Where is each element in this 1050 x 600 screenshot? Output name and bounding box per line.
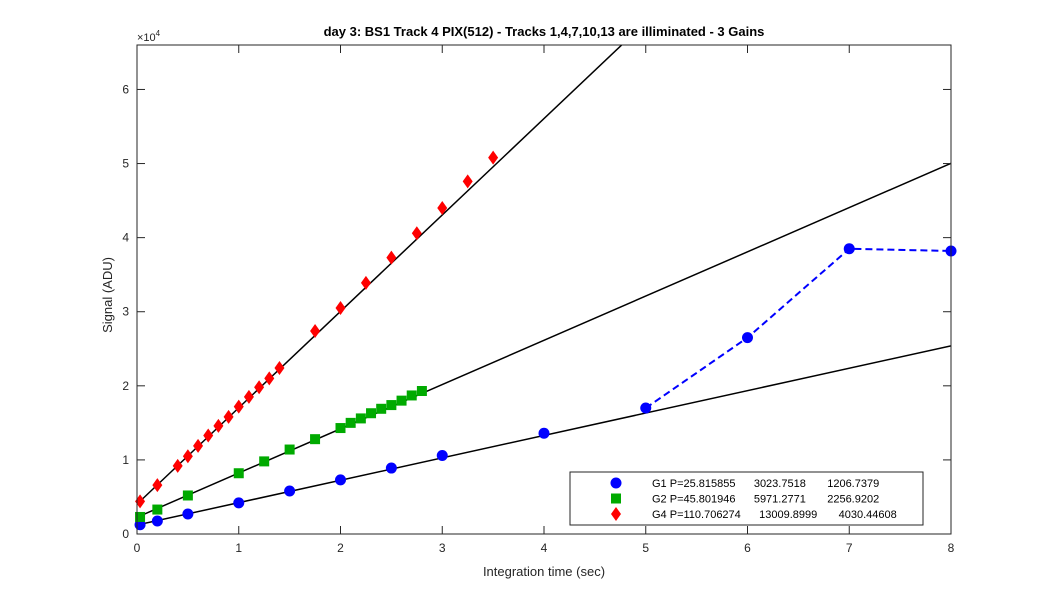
data-point bbox=[233, 399, 244, 414]
data-point bbox=[538, 427, 550, 439]
data-point bbox=[335, 301, 346, 316]
y-axis-exponent: ×104 bbox=[137, 29, 161, 44]
plot-data bbox=[137, 45, 951, 526]
data-point bbox=[233, 468, 244, 479]
data-point bbox=[376, 403, 387, 414]
data-point bbox=[284, 444, 295, 455]
data-point bbox=[213, 418, 224, 433]
series-3 bbox=[135, 150, 499, 509]
y-tick-label: 6 bbox=[122, 82, 129, 96]
data-point bbox=[182, 449, 193, 464]
data-point bbox=[462, 174, 473, 189]
data-point bbox=[742, 332, 753, 344]
data-point bbox=[366, 408, 377, 419]
data-point bbox=[335, 474, 346, 486]
y-tick-label: 2 bbox=[122, 379, 129, 393]
data-point bbox=[203, 428, 214, 443]
x-tick-label: 0 bbox=[134, 541, 141, 555]
data-point bbox=[385, 462, 397, 474]
data-point bbox=[843, 243, 855, 255]
plot-background bbox=[137, 45, 951, 534]
legend-box bbox=[569, 471, 924, 526]
x-tick-label: 6 bbox=[744, 541, 751, 555]
data-point bbox=[436, 449, 448, 461]
data-point bbox=[243, 389, 254, 404]
y-tick-label: 5 bbox=[122, 157, 129, 171]
data-point bbox=[152, 478, 163, 493]
data-point bbox=[488, 150, 499, 165]
series-1 bbox=[134, 243, 957, 531]
fit-line-g4 bbox=[137, 45, 623, 505]
data-point bbox=[152, 504, 163, 515]
legend: G1 P=25.815855 3023.7518 1206.7379 G2 P=4… bbox=[569, 471, 924, 526]
x-tick-label: 2 bbox=[337, 541, 344, 555]
data-point bbox=[640, 402, 652, 414]
data-point bbox=[264, 371, 275, 386]
data-point bbox=[335, 423, 346, 434]
x-tick-label: 3 bbox=[439, 541, 446, 555]
data-point bbox=[193, 438, 204, 453]
y-tick-label: 4 bbox=[122, 231, 129, 245]
data-point bbox=[310, 434, 321, 445]
data-point bbox=[233, 497, 245, 509]
data-point bbox=[386, 400, 397, 411]
data-point bbox=[406, 390, 417, 401]
data-point bbox=[172, 458, 183, 473]
y-tick-label: 1 bbox=[122, 453, 129, 467]
legend-entry: G2 P=45.801946 5971.2771 2256.9202 bbox=[611, 493, 879, 506]
data-point bbox=[360, 275, 371, 290]
data-point bbox=[355, 413, 366, 424]
data-point bbox=[386, 250, 397, 265]
y-exponent-power: 4 bbox=[156, 29, 161, 38]
data-point bbox=[182, 490, 193, 501]
data-point bbox=[274, 361, 285, 376]
legend-marker bbox=[611, 493, 621, 504]
data-point bbox=[284, 485, 296, 497]
plot-area: 0 1 2 3 4 5 6 7 8 0 1 2 3 4 5 6 bbox=[122, 44, 957, 555]
legend-label: G1 P=25.815855 3023.7518 1206.7379 bbox=[652, 478, 879, 490]
data-point bbox=[223, 409, 234, 424]
data-point bbox=[310, 323, 321, 338]
x-tick-label: 7 bbox=[846, 541, 853, 555]
data-point bbox=[151, 515, 163, 527]
x-axis-label: Integration time (sec) bbox=[483, 564, 605, 579]
legend-marker bbox=[610, 477, 622, 489]
x-tick-label: 5 bbox=[642, 541, 649, 555]
data-point bbox=[437, 201, 448, 215]
y-axis-label: Signal (ADU) bbox=[100, 257, 115, 333]
data-point bbox=[345, 417, 356, 428]
data-point bbox=[416, 386, 427, 397]
data-point bbox=[135, 511, 146, 522]
data-point bbox=[411, 226, 422, 241]
legend-entry: G4 P=110.706274 13009.8999 4030.44608 bbox=[611, 507, 897, 521]
legend-marker bbox=[611, 507, 621, 521]
y-tick-label: 3 bbox=[122, 305, 129, 319]
x-tick-label: 4 bbox=[541, 541, 548, 555]
legend-label: G2 P=45.801946 5971.2771 2256.9202 bbox=[652, 494, 879, 506]
data-point bbox=[396, 395, 407, 406]
chart-title: day 3: BS1 Track 4 PIX(512) - Tracks 1,4… bbox=[324, 24, 765, 39]
x-tick-label: 8 bbox=[948, 541, 955, 555]
dashed-line-g1 bbox=[645, 247, 951, 409]
legend-label: G4 P=110.706274 13009.8999 4030.44608 bbox=[652, 509, 897, 521]
data-point bbox=[182, 508, 194, 520]
y-tick-label: 0 bbox=[122, 527, 129, 541]
data-point bbox=[259, 456, 270, 467]
x-tick-label: 1 bbox=[235, 541, 242, 555]
data-point bbox=[254, 380, 265, 395]
fit-line-g2 bbox=[137, 162, 951, 518]
data-point bbox=[135, 494, 146, 509]
y-exponent-base: ×10 bbox=[137, 32, 156, 44]
series-2 bbox=[135, 386, 427, 522]
legend-entry: G1 P=25.815855 3023.7518 1206.7379 bbox=[610, 477, 879, 490]
